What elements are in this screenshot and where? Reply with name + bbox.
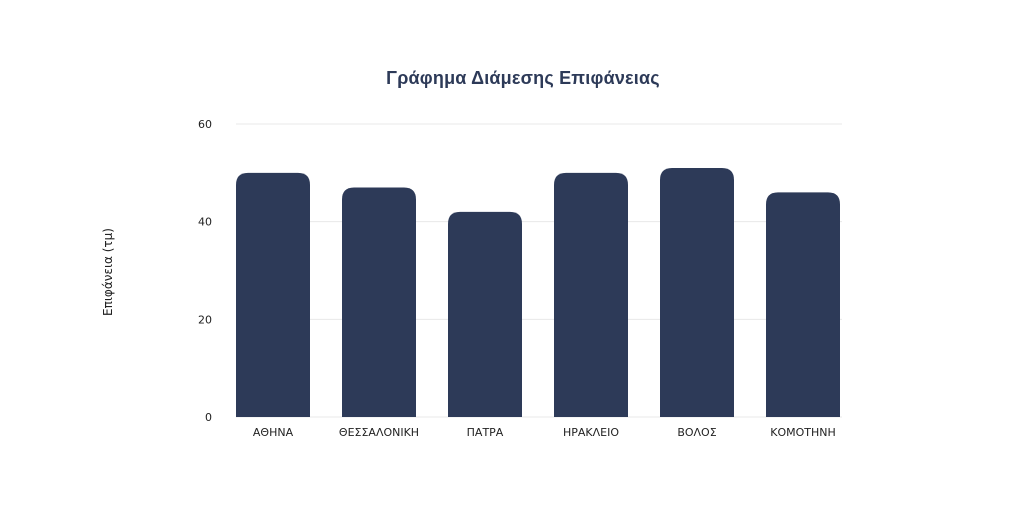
x-category-label: ΚΟΜΟΤΗΝΗ <box>770 426 836 439</box>
bar-2 <box>448 211 522 417</box>
x-category-label: ΘΕΣΣΑΛΟΝΙΚΗ <box>339 426 419 439</box>
y-axis-ticks: 0 20 40 60 <box>198 118 212 424</box>
y-tick-label: 0 <box>205 411 212 424</box>
bar-0 <box>236 172 310 417</box>
bar-5 <box>766 192 840 417</box>
x-category-label: ΠΑΤΡΑ <box>467 426 504 439</box>
y-axis-title: Επιφάνεια (τμ) <box>101 228 115 316</box>
y-tick-label: 40 <box>198 216 212 229</box>
x-category-label: ΗΡΑΚΛΕΙΟ <box>563 426 619 439</box>
x-category-label: ΑΘΗΝΑ <box>253 426 294 439</box>
y-tick-label: 60 <box>198 118 212 131</box>
x-category-label: ΒΟΛΟΣ <box>677 426 716 439</box>
bar-1 <box>342 187 416 417</box>
bar-4 <box>660 167 734 417</box>
bar-3 <box>554 172 628 417</box>
chart-title: Γράφημα Διάμεσης Επιφάνειας <box>386 68 660 88</box>
x-axis-labels: ΑΘΗΝΑ ΘΕΣΣΑΛΟΝΙΚΗ ΠΑΤΡΑ ΗΡΑΚΛΕΙΟ ΒΟΛΟΣ ΚΟΜΟΤΗ… <box>253 426 836 439</box>
grid-lines <box>236 123 842 418</box>
y-tick-label: 20 <box>198 313 212 326</box>
bars <box>236 167 840 417</box>
